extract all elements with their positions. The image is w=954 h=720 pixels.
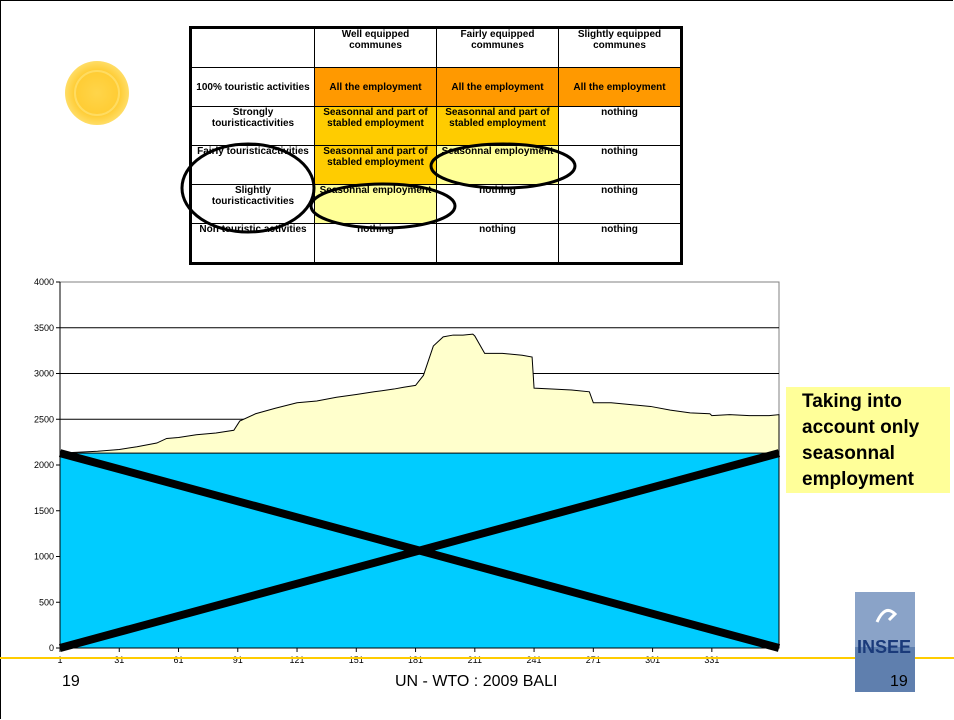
table-cell: All the employment	[436, 67, 559, 107]
table-header-cell: Well equipped communes	[314, 27, 437, 68]
table-cell: Seasonnal and part of stabled employment	[314, 145, 437, 185]
annotation-ellipse	[429, 142, 577, 190]
table-cell: nothing	[436, 223, 559, 264]
x-tick-label: 31	[114, 655, 124, 665]
logo-text: INSEE	[857, 637, 912, 657]
table-header-row: Well equipped communes Fairly equipped c…	[190, 27, 682, 68]
x-tick-label: 181	[408, 655, 423, 665]
y-tick-label: 1000	[34, 552, 54, 562]
table-cell: nothing	[558, 184, 682, 224]
sun-icon	[65, 61, 129, 125]
table-cell: nothing	[314, 223, 437, 264]
y-tick-label: 4000	[34, 277, 54, 287]
x-tick-label: 241	[527, 655, 542, 665]
slide-number-right: 19	[890, 673, 908, 690]
x-tick-label: 151	[349, 655, 364, 665]
row-label: Strongly touristicactivities	[190, 106, 315, 146]
x-tick-label: 91	[233, 655, 243, 665]
x-tick-label: 271	[586, 655, 601, 665]
annotation-ellipse	[180, 142, 316, 234]
table-row: Non touristic activities nothing nothing…	[190, 223, 682, 264]
insee-logo: INSEE	[855, 592, 915, 692]
table-cell: nothing	[558, 145, 682, 185]
y-tick-label: 2500	[34, 414, 54, 424]
row-label: Slightly touristicactivities	[190, 184, 315, 224]
y-tick-label: 0	[49, 643, 54, 653]
x-tick-label: 211	[468, 655, 482, 665]
footer-title: UN - WTO : 2009 BALI	[395, 673, 558, 690]
row-label: 100% touristic activities	[190, 67, 315, 107]
table-cell: All the employment	[314, 67, 437, 107]
table-cell: All the employment	[558, 67, 682, 107]
slide-number-left: 19	[62, 673, 80, 690]
x-tick-label: 61	[174, 655, 184, 665]
y-tick-label: 2000	[34, 460, 54, 470]
seasonal-employment-chart: 0 500 1000 1500 2000 2500 3000 3500 4000 1 31 61 91 1…	[34, 277, 781, 665]
cross-line	[58, 449, 781, 652]
x-tick-label: 121	[290, 655, 305, 665]
x-tick-label: 301	[645, 655, 660, 665]
side-note: Taking into account only seasonnal emplo…	[786, 387, 950, 493]
table-header-cell: Fairly equipped communes	[436, 27, 559, 68]
y-tick-label: 3000	[34, 369, 54, 379]
y-tick-label: 3500	[34, 323, 54, 333]
x-tick-label: 1	[57, 655, 62, 665]
annotation-ellipse	[309, 182, 457, 230]
table-cell: nothing	[558, 223, 682, 264]
x-tick-label: 331	[704, 655, 719, 665]
row-label: Non touristic activities	[190, 223, 315, 264]
y-tick-label: 500	[39, 597, 54, 607]
table-row: 100% touristic activities All the employ…	[190, 67, 682, 107]
table-cell: Seasonnal and part of stabled employment	[436, 106, 559, 146]
y-tick-label: 1500	[34, 506, 54, 516]
table-cell: Seasonnal and part of stabled employment	[314, 106, 437, 146]
table-header-cell: Slightly equipped communes	[558, 27, 682, 68]
table-header-cell	[190, 27, 315, 68]
table-cell: Seasonnal employment	[436, 145, 559, 185]
table-cell: nothing	[436, 184, 559, 224]
